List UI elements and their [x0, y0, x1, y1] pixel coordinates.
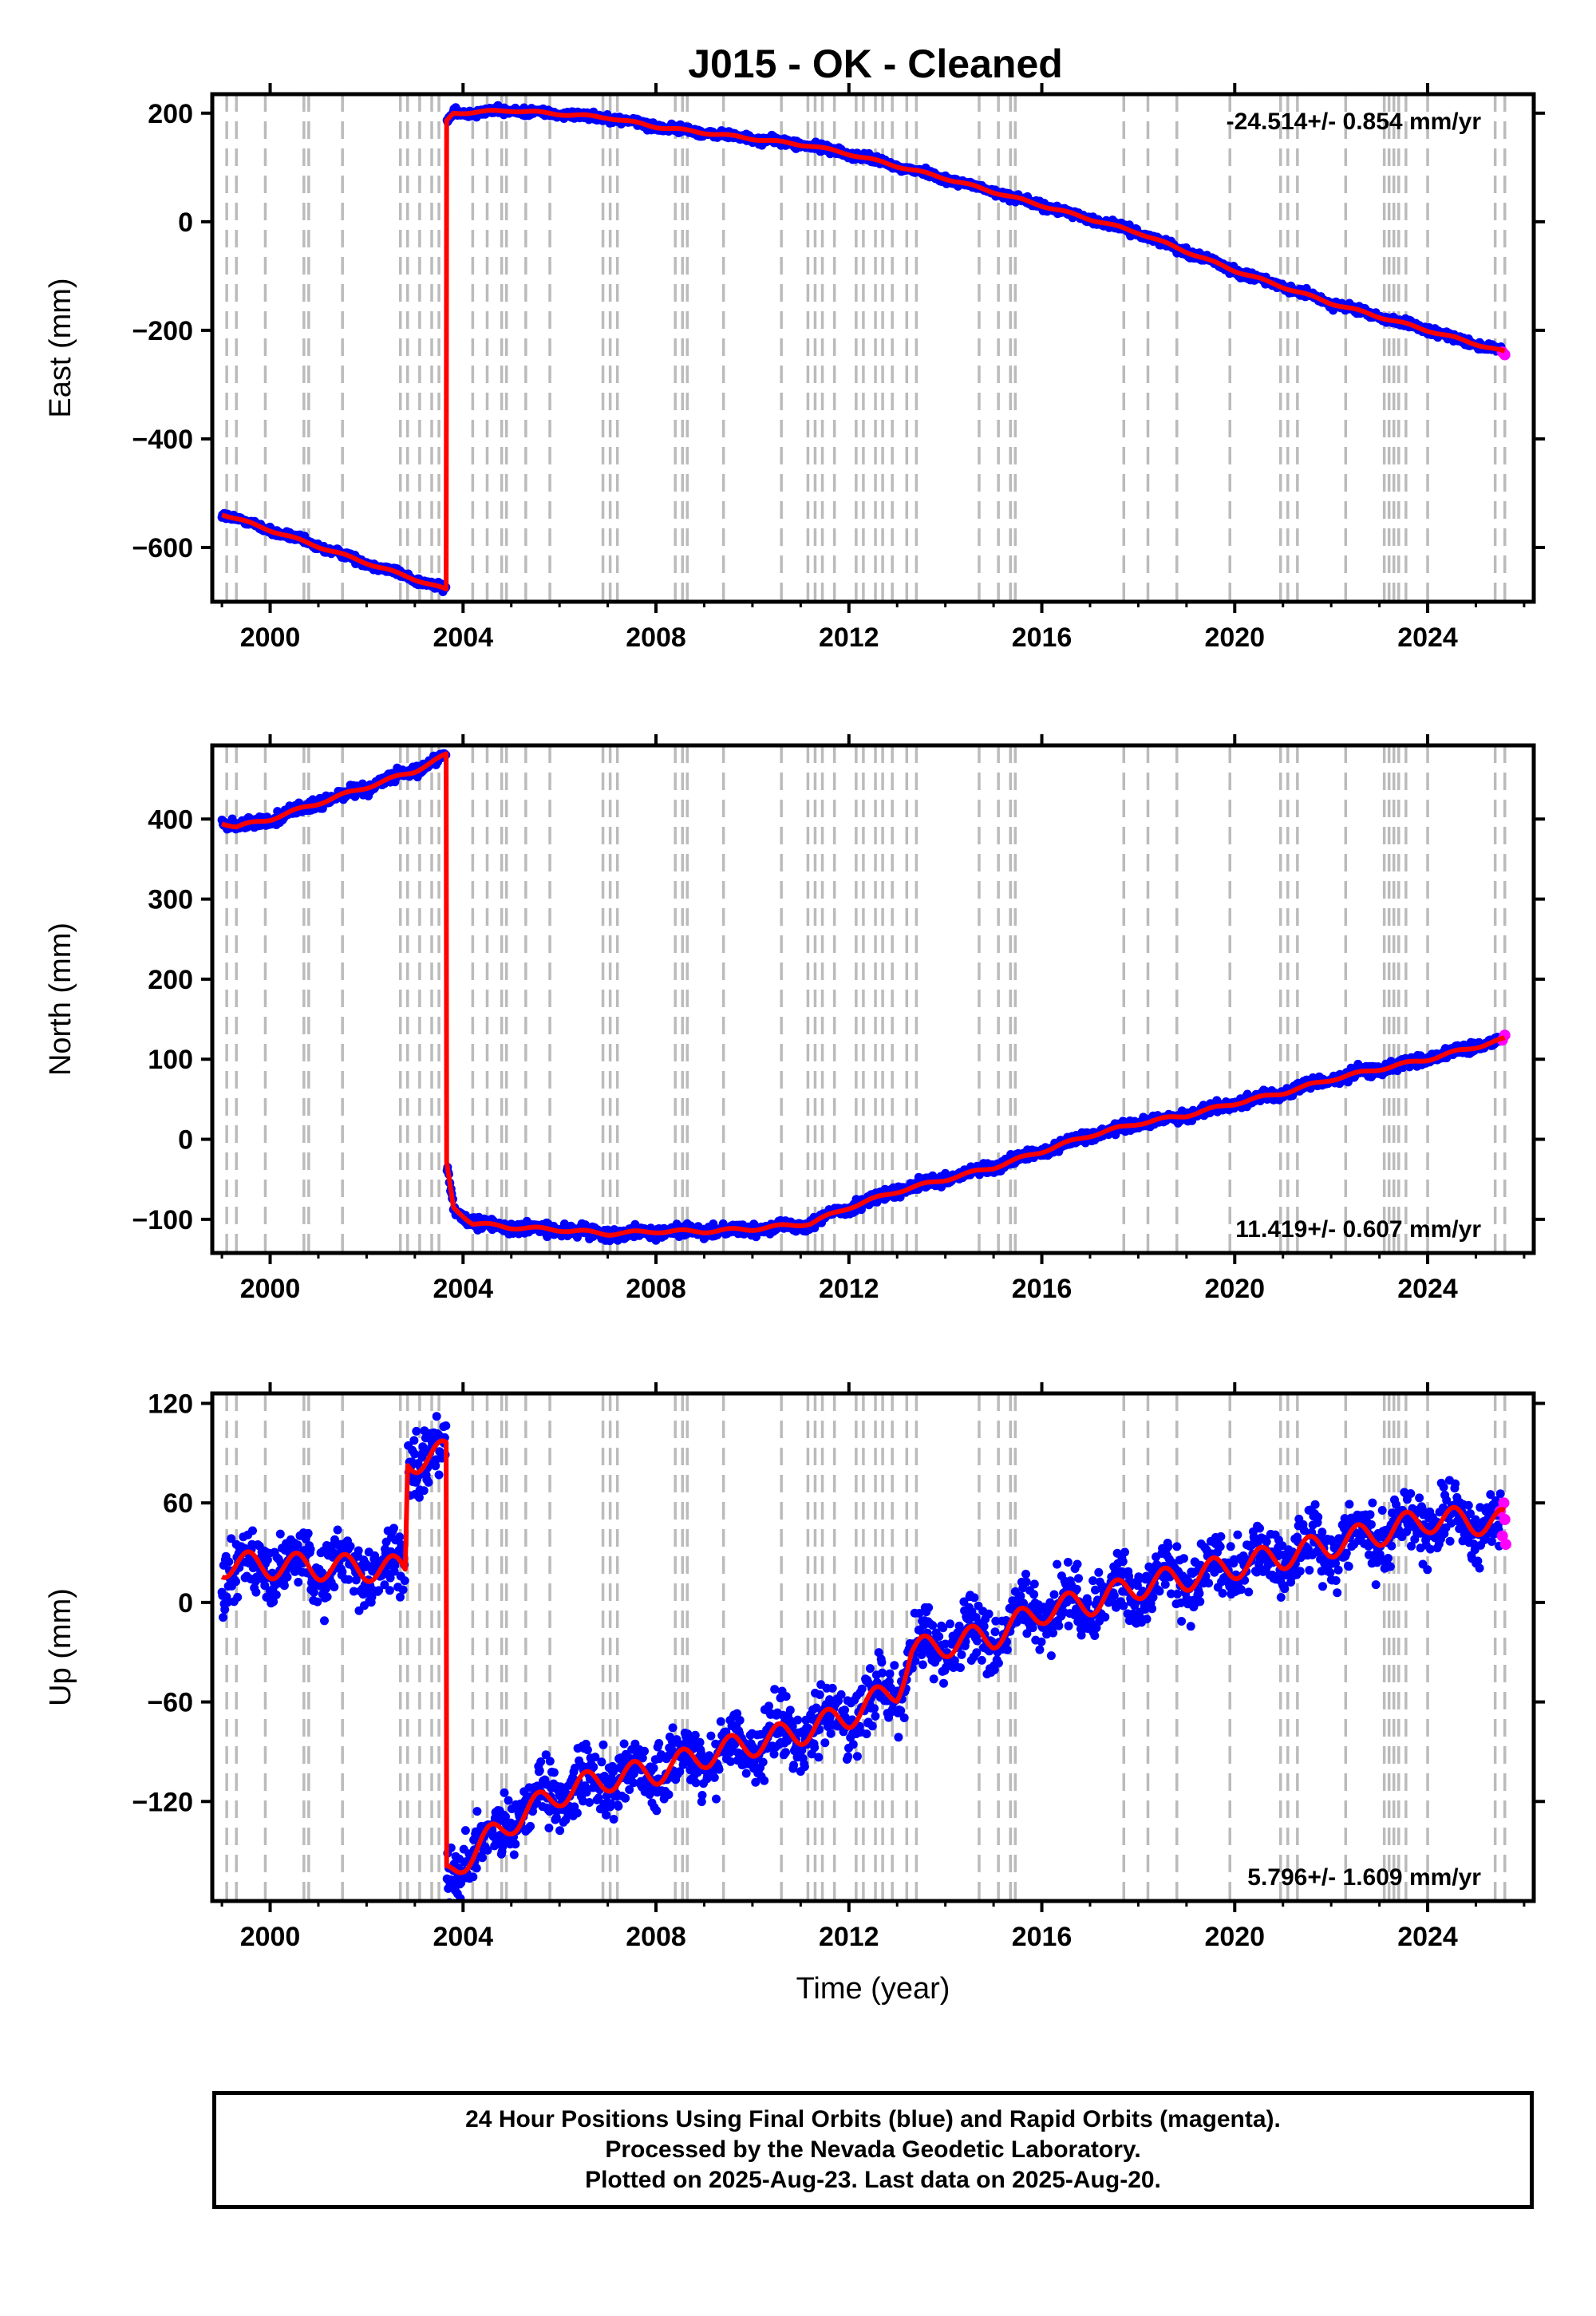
plot-frame	[210, 92, 1536, 604]
x-tick-label: 2004	[433, 622, 493, 653]
x-tick-label: 2016	[1012, 1274, 1073, 1304]
data-point	[306, 1544, 315, 1554]
y-tick-label: −600	[132, 533, 193, 563]
plot-area	[217, 1393, 1511, 1901]
rate-label: -24.514+/- 0.854 mm/yr	[1227, 109, 1482, 135]
data-point	[313, 1597, 322, 1607]
data-point	[219, 1613, 227, 1622]
x-tick-label: 2024	[1397, 1274, 1458, 1304]
data-point	[248, 1526, 257, 1535]
data-point	[333, 1525, 342, 1535]
data-point	[294, 1578, 303, 1587]
y-tick-label: 0	[178, 207, 193, 238]
north-panel: 400 300 200 100 0 −100 2000 2004 2008 2012 2016 202…	[44, 734, 1545, 1304]
y-tick-label: 200	[148, 99, 193, 129]
y-tick-label: −400	[132, 425, 193, 455]
data-point	[231, 1577, 240, 1587]
plot-area	[217, 94, 1511, 602]
y-tick-label: 400	[148, 804, 193, 835]
data-point	[320, 1616, 329, 1626]
x-tick-label: 2000	[240, 622, 301, 653]
y-tick-label: 300	[148, 885, 193, 915]
data-point	[282, 1572, 292, 1582]
data-point	[233, 1592, 243, 1602]
rate-label: 11.419+/- 0.607 mm/yr	[1235, 1216, 1481, 1243]
x-tick-label: 2016	[1012, 622, 1073, 653]
data-point	[303, 1528, 313, 1538]
y-tick-label: 200	[148, 965, 193, 995]
data-point	[224, 1557, 234, 1567]
data-point	[271, 1590, 281, 1599]
y-tick-label: 0	[178, 1125, 193, 1156]
data-point	[354, 1546, 363, 1555]
data-point	[251, 1587, 261, 1597]
x-tick-label: 2008	[626, 1274, 686, 1304]
data-point	[279, 1581, 289, 1591]
data-point	[322, 1592, 332, 1602]
x-tick-label: 2004	[433, 1274, 493, 1304]
data-point	[309, 1587, 318, 1597]
data-point	[344, 1575, 354, 1584]
chart-title: J015 - OK - Cleaned	[688, 41, 1063, 86]
x-tick-label: 2000	[240, 1274, 301, 1304]
plot-frame	[210, 743, 1536, 1255]
y-tick-label: −100	[132, 1205, 193, 1235]
y-axis-label: East (mm)	[44, 278, 77, 417]
data-point	[330, 1583, 339, 1591]
data-point	[346, 1542, 355, 1551]
data-point	[275, 1529, 285, 1539]
y-tick-label: 100	[148, 1045, 193, 1075]
plot-area	[217, 745, 1511, 1253]
y-tick-label: −200	[132, 316, 193, 346]
x-tick-label: 2024	[1397, 622, 1458, 653]
x-tick-label: 2020	[1204, 1274, 1265, 1304]
x-tick-label: 2008	[626, 622, 686, 653]
y-axis-label: North (mm)	[44, 923, 77, 1076]
x-tick-label: 2012	[819, 622, 879, 653]
x-tick-label: 2020	[1204, 622, 1265, 653]
x-tick-label: 2012	[819, 1274, 879, 1304]
